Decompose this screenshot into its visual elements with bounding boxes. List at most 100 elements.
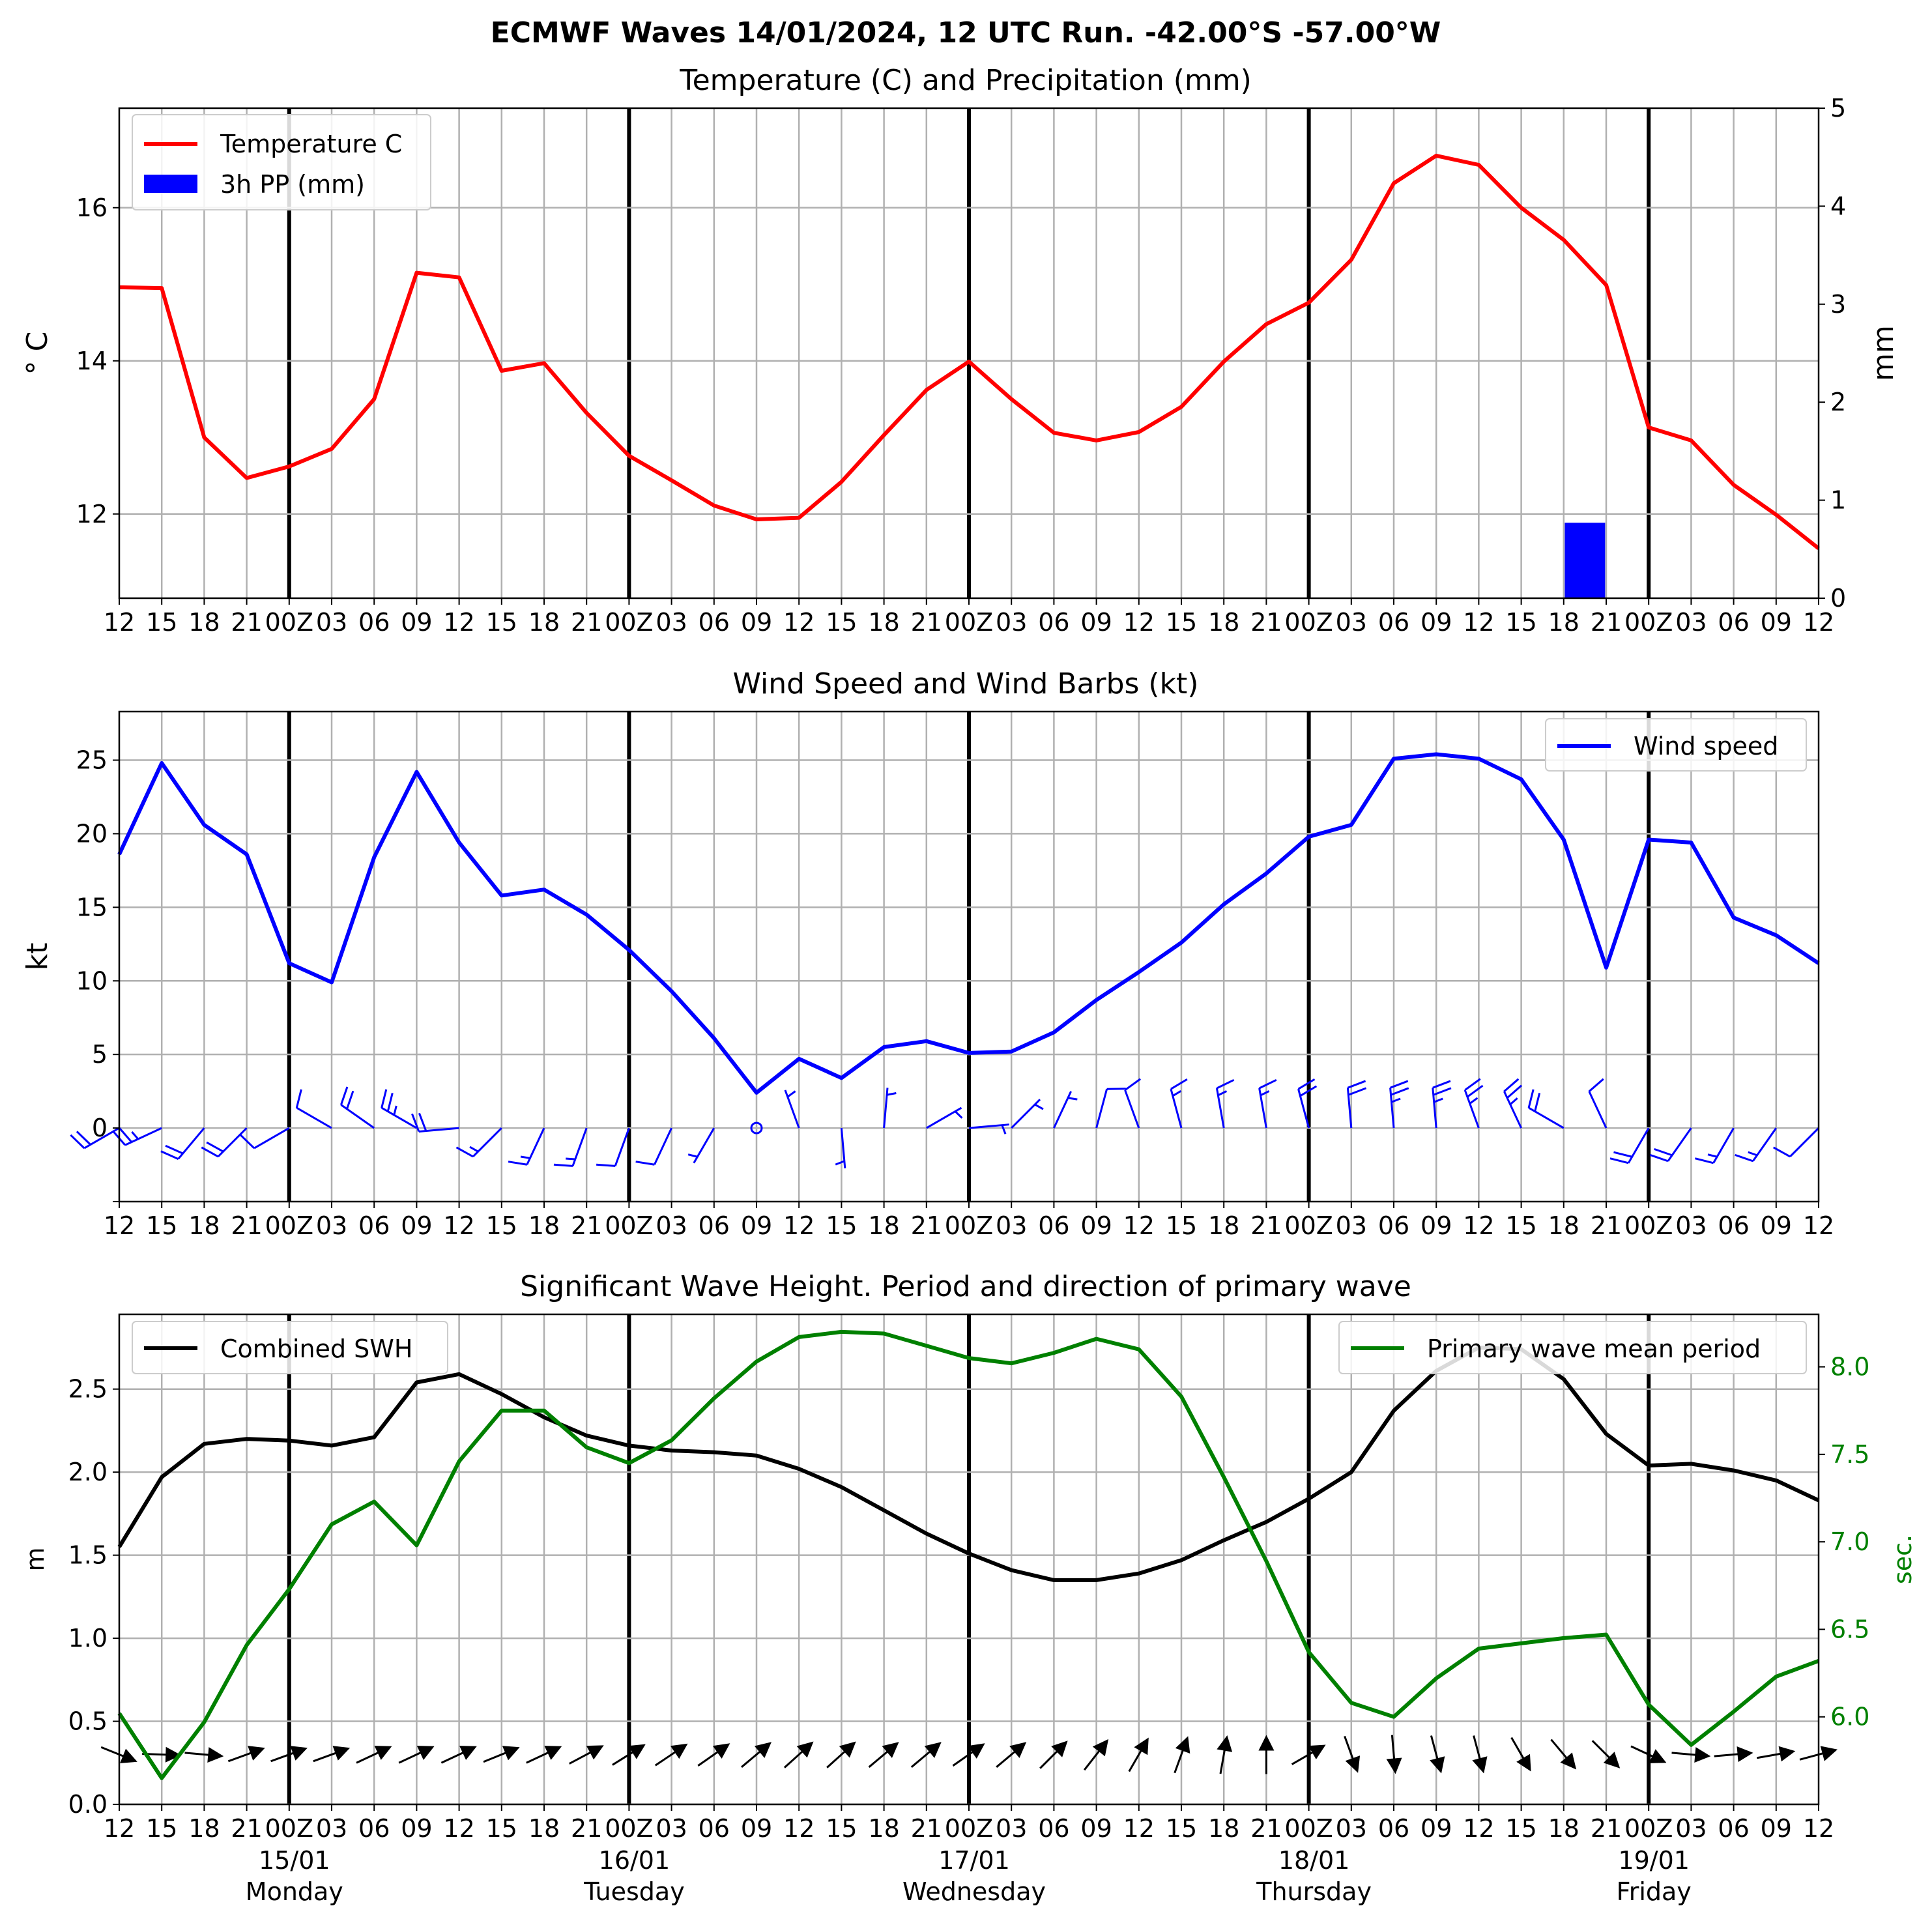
wind-grid [119, 712, 1819, 1202]
wind-barb [201, 1127, 248, 1158]
y-tick-label: 1.5 [68, 1541, 108, 1570]
x-tick-label: 18 [1548, 1211, 1579, 1240]
x-tick-label: 18 [868, 1814, 899, 1843]
x-tick-label: 09 [741, 608, 772, 637]
wave-arrow-head [1009, 1742, 1027, 1758]
y2-tick-label: 7.5 [1830, 1440, 1869, 1469]
x-tick-label: 21 [1591, 608, 1622, 637]
x-tick-label: 12 [1803, 608, 1834, 637]
wind-barb-halfflag [1067, 1097, 1078, 1101]
x-tick-label: 18 [528, 1211, 560, 1240]
wind-barb-flag [1467, 1084, 1484, 1098]
y-tick-label: 14 [76, 347, 108, 375]
x-tick-label: 12 [104, 608, 135, 637]
wind-barb-flag [411, 1113, 420, 1133]
wave-arrow-head [1386, 1757, 1402, 1774]
wind-barb-shaft [340, 1104, 375, 1129]
x-tick-label: 03 [656, 1211, 687, 1240]
wind-barb [240, 1127, 290, 1149]
x-tick-label: 12 [1123, 608, 1155, 637]
wind-barb [160, 1127, 205, 1160]
wind-barb-halfflag [835, 1160, 845, 1166]
x-tick-label: 06 [1038, 608, 1069, 637]
y2-tick-label: 8.0 [1830, 1353, 1869, 1381]
wave-direction-arrow [1591, 1740, 1621, 1769]
wave-direction-arrow [356, 1746, 392, 1764]
y-tick-label: 1.0 [68, 1624, 108, 1653]
x-tick-label: 09 [1420, 1814, 1452, 1843]
wind-barb-flag [295, 1089, 302, 1108]
wave-grid [119, 1314, 1819, 1806]
precip-ylabel: mm [1867, 325, 1900, 381]
wind-barb [926, 1106, 963, 1129]
wind-barb-halfflag [1391, 1097, 1401, 1103]
wave-arrow-head [924, 1742, 942, 1758]
wind-barb-flag [1433, 1087, 1452, 1096]
x-tick-label: 09 [1420, 1211, 1452, 1240]
y2-tick-label: 6.0 [1830, 1703, 1869, 1731]
x-tick-label: 21 [1591, 1211, 1622, 1240]
x-tick-label: 18 [868, 1211, 899, 1240]
wind-barb-shaft [1095, 1088, 1108, 1129]
wind-barb-halfflag [520, 1155, 530, 1159]
wind-barb-flag [1735, 1153, 1753, 1163]
x-tick-label: 09 [741, 1211, 772, 1240]
wind-barb-halfflag [954, 1110, 963, 1119]
wind-barb [339, 1086, 375, 1129]
precip-legend-label: 3h PP (mm) [220, 170, 365, 199]
wind-barb-flag [1649, 1153, 1669, 1163]
y-tick-label: 10 [76, 966, 108, 995]
wave-arrow-head [207, 1747, 224, 1763]
wind-barb [1215, 1078, 1235, 1129]
wave-direction-arrow [440, 1746, 477, 1764]
wind-barb-shaft [1124, 1090, 1140, 1129]
wind-barb-flag [1534, 1092, 1541, 1112]
wind-barb-flag [160, 1150, 179, 1160]
day-weekday-label: Tuesday [583, 1877, 685, 1906]
wind-barb [1527, 1089, 1564, 1129]
wind-barb-flag [508, 1161, 528, 1166]
wave-arrow-head [1175, 1736, 1190, 1754]
y2-tick-label: 7.0 [1830, 1527, 1869, 1556]
x-tick-label: 18 [528, 608, 560, 637]
wind-barb-halfflag [786, 1090, 796, 1098]
wind-barb [1124, 1078, 1142, 1129]
x-tick-label: 21 [571, 1814, 602, 1843]
x-tick-label: 09 [401, 1814, 432, 1843]
x-tick-label: 21 [1250, 1814, 1282, 1843]
wind-barb-shaft [381, 1106, 418, 1129]
wave-direction-arrow [1258, 1735, 1275, 1774]
wind-panel-title: Wind Speed and Wind Barbs (kt) [733, 667, 1199, 701]
wind-barb [295, 1089, 332, 1129]
wave-direction-arrow [1083, 1739, 1109, 1771]
x-tick-label: 03 [996, 1211, 1027, 1240]
wind-barb [1053, 1091, 1078, 1129]
x-tick-label: 18 [1548, 1814, 1579, 1843]
x-tick-label: 12 [104, 1814, 135, 1843]
wave-direction-arrow [1510, 1737, 1531, 1772]
x-tick-label: 15 [1166, 1211, 1197, 1240]
wave-arrow-head [1737, 1746, 1753, 1762]
wave-arrow-head [1430, 1756, 1445, 1774]
x-tick-label: 03 [1675, 1814, 1707, 1843]
x-tick-label: 09 [1420, 608, 1452, 637]
swh-ylabel: m [21, 1547, 50, 1571]
wind-lines [117, 752, 1820, 1095]
x-tick-label: 06 [1038, 1814, 1069, 1843]
x-tick-label: 06 [1378, 1211, 1409, 1240]
temperature-panel: Temperature (C) and Precipitation (mm) 1… [21, 64, 1900, 637]
wind-barb-flag [118, 1127, 133, 1143]
wave-arrow-head [1217, 1735, 1233, 1752]
x-tick-label: 21 [1250, 1211, 1282, 1240]
wind-barb-halfflag [687, 1153, 698, 1158]
wind-barb [1258, 1078, 1277, 1129]
wave-arrow-head [712, 1743, 730, 1759]
wind-barb-shaft [1752, 1127, 1778, 1162]
x-tick-label: 09 [741, 1814, 772, 1843]
y-tick-label: 15 [76, 893, 108, 921]
y2-tick-label: 3 [1830, 290, 1846, 319]
wind-barb-halfflag [1172, 1090, 1182, 1097]
wave-direction-arrow [952, 1743, 985, 1767]
temperature-ylabel: ° C [21, 332, 54, 375]
